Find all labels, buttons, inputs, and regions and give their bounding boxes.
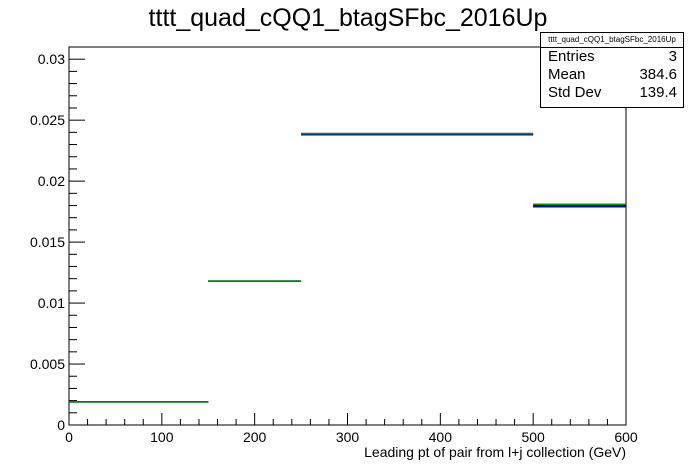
y-tick-label: 0.015 <box>30 234 65 250</box>
stats-mean-row: Mean 384.6 <box>541 66 683 84</box>
stats-stddev-label: Std Dev <box>548 84 602 101</box>
x-tick-label: 600 <box>614 429 638 445</box>
y-tick-label: 0.025 <box>30 112 65 128</box>
x-tick-label: 500 <box>521 429 545 445</box>
stats-box-name: tttt_quad_cQQ1_btagSFbc_2016Up <box>541 33 683 48</box>
x-axis-label: Leading pt of pair from l+j collection (… <box>364 444 626 460</box>
y-tick-label: 0.005 <box>30 356 65 372</box>
x-tick-label: 0 <box>65 429 73 445</box>
stats-stddev-row: Std Dev 139.4 <box>541 84 683 102</box>
stats-stddev-value: 139.4 <box>639 84 677 101</box>
y-tick-label: 0 <box>57 417 65 433</box>
chart-title: tttt_quad_cQQ1_btagSFbc_2016Up <box>148 4 548 32</box>
stats-entries-row: Entries 3 <box>541 48 683 66</box>
stats-entries-value: 3 <box>668 48 677 65</box>
stats-mean-value: 384.6 <box>639 66 677 83</box>
y-tick-label: 0.03 <box>38 51 65 67</box>
stats-box: tttt_quad_cQQ1_btagSFbc_2016Up Entries 3… <box>540 32 684 108</box>
x-tick-label: 100 <box>150 429 174 445</box>
y-tick-label: 0.02 <box>38 173 65 189</box>
x-tick-label: 300 <box>336 429 360 445</box>
x-tick-label: 200 <box>243 429 267 445</box>
stats-mean-label: Mean <box>548 66 586 83</box>
x-tick-label: 400 <box>429 429 453 445</box>
stats-entries-label: Entries <box>548 48 595 65</box>
y-tick-label: 0.01 <box>38 295 65 311</box>
